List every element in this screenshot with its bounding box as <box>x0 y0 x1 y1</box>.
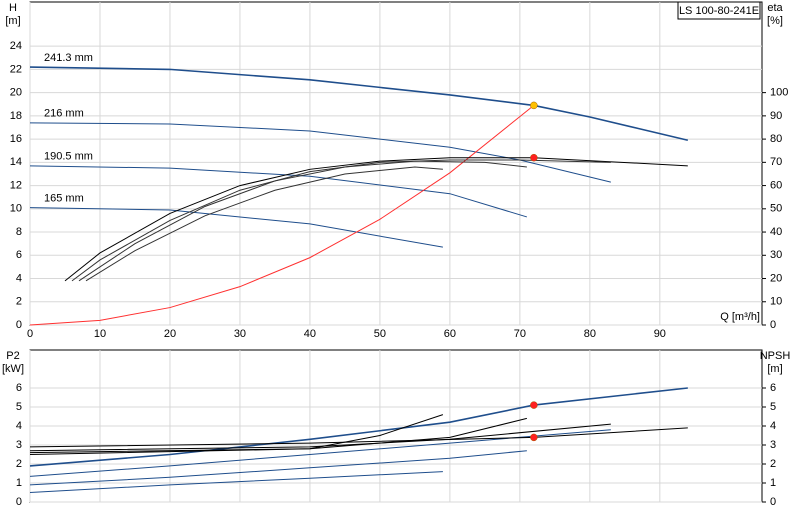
chart-title: LS 100-80-241E <box>679 5 759 17</box>
curve <box>29 122 611 183</box>
curve <box>29 207 443 248</box>
y-tick-label: 14 <box>10 156 22 168</box>
x-tick-label: 80 <box>584 328 596 340</box>
y-label: P2 <box>6 350 19 362</box>
y-unit: [kW] <box>2 363 24 375</box>
curve-label: 190.5 mm <box>44 151 93 163</box>
x-tick-label: 0 <box>27 328 33 340</box>
y-tick-label: 0 <box>16 496 22 508</box>
y2-unit: [m] <box>767 363 782 375</box>
y-tick-label: 4 <box>16 420 22 432</box>
y2-tick-label: 90 <box>770 110 782 122</box>
y-tick-label: 2 <box>16 458 22 470</box>
y2-tick-label: 100 <box>770 87 788 99</box>
y2-tick-label: 1 <box>770 477 776 489</box>
operating-point <box>530 401 538 409</box>
curve <box>29 105 535 326</box>
y-unit: [m] <box>5 15 20 27</box>
y2-tick-label: 3 <box>770 439 776 451</box>
curve-label: 165 mm <box>44 193 84 205</box>
operating-point <box>530 153 538 162</box>
x-tick-label: 70 <box>514 328 526 340</box>
operating-point <box>530 101 538 110</box>
curve <box>71 159 611 282</box>
y2-tick-label: 80 <box>770 133 782 145</box>
y2-tick-label: 5 <box>770 401 776 413</box>
y-tick-label: 5 <box>16 401 22 413</box>
operating-point <box>530 433 538 442</box>
y2-tick-label: 60 <box>770 179 782 191</box>
y2-label: eta <box>767 2 783 14</box>
y2-label: NPSH <box>760 350 791 362</box>
y-tick-label: 3 <box>16 439 22 451</box>
y-tick-label: 16 <box>10 133 22 145</box>
y-label: H <box>9 2 17 14</box>
y-tick-label: 12 <box>10 179 22 191</box>
curve <box>29 417 527 454</box>
y-tick-label: 6 <box>16 382 22 394</box>
y-tick-label: 0 <box>16 319 22 331</box>
x-tick-label: 90 <box>654 328 666 340</box>
y-tick-label: 8 <box>16 226 22 238</box>
curve <box>29 427 688 448</box>
curve <box>29 414 444 455</box>
curve-label: 216 mm <box>44 108 84 120</box>
y-tick-label: 20 <box>10 87 22 99</box>
y-tick-label: 2 <box>16 296 22 308</box>
y2-tick-label: 0 <box>770 496 776 508</box>
y2-unit: [%] <box>767 15 783 27</box>
curve-label: 241.3 mm <box>44 52 93 64</box>
x-tick-label: 60 <box>444 328 456 340</box>
x-label: Q [m³/h] <box>720 311 760 323</box>
y2-tick-label: 40 <box>770 226 782 238</box>
y2-tick-label: 4 <box>770 420 776 432</box>
curve <box>29 165 528 218</box>
x-tick-label: 10 <box>94 328 106 340</box>
y-tick-label: 4 <box>16 272 22 284</box>
y2-tick-label: 20 <box>770 272 782 284</box>
y2-tick-label: 70 <box>770 156 782 168</box>
x-tick-label: 20 <box>164 328 176 340</box>
y2-tick-label: 2 <box>770 458 776 470</box>
title-box <box>677 1 761 20</box>
y-tick-label: 6 <box>16 249 22 261</box>
y-tick-label: 18 <box>10 110 22 122</box>
y-tick-label: 22 <box>10 63 22 75</box>
curve <box>78 160 527 282</box>
y2-tick-label: 30 <box>770 249 782 261</box>
y-tick-label: 24 <box>10 40 22 52</box>
curve <box>29 450 527 486</box>
y-tick-label: 1 <box>16 477 22 489</box>
curve <box>64 157 688 282</box>
x-tick-label: 50 <box>374 328 386 340</box>
x-tick-label: 30 <box>234 328 246 340</box>
y2-tick-label: 10 <box>770 296 782 308</box>
y-tick-label: 10 <box>10 203 22 215</box>
curve <box>29 66 689 142</box>
curve <box>29 387 688 467</box>
x-tick-label: 40 <box>304 328 316 340</box>
curve <box>29 471 443 493</box>
y2-tick-label: 50 <box>770 203 782 215</box>
y2-tick-label: 0 <box>770 319 776 331</box>
y2-tick-label: 6 <box>770 382 776 394</box>
curve <box>85 166 443 282</box>
